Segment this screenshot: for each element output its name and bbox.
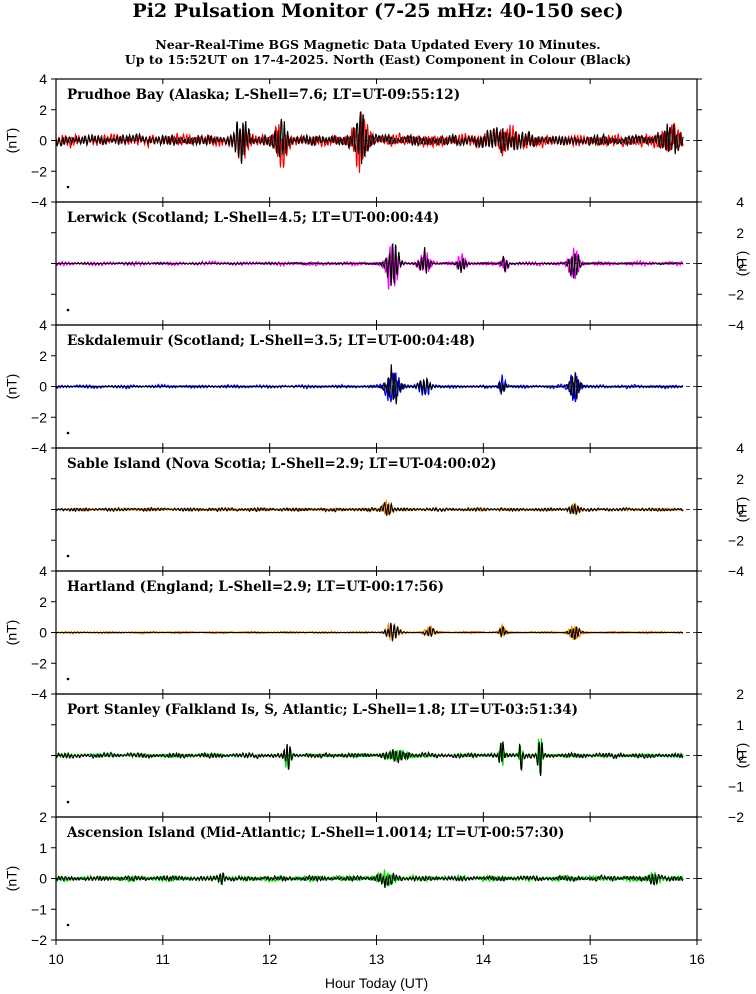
x-axis-label: Hour Today (UT) (325, 975, 428, 991)
y-tick-label: 4 (39, 317, 47, 333)
y-axis-label: (nT) (734, 743, 750, 769)
y-tick-label: −2 (728, 809, 744, 825)
panel-1: −4 −2 0 2 4 (nT) Lerwick (Scotland; L-Shell=4.… (51, 194, 750, 333)
x-tick-label: 16 (689, 951, 705, 967)
y-tick-label: −4 (31, 440, 47, 456)
x-tick-label: 15 (582, 951, 598, 967)
x-tick-label: 12 (262, 951, 278, 967)
y-tick-label: −1 (31, 901, 47, 917)
y-tick-label: 2 (39, 594, 47, 610)
station-label: Lerwick (Scotland; L-Shell=4.5; LT=UT-00… (67, 210, 439, 226)
marker-dot (66, 185, 70, 189)
chart-title: Pi2 Pulsation Monitor (7-25 mHz: 40-150 … (132, 0, 624, 22)
panel-4: −4 −2 0 2 4 (nT) Hartland (England; L-Shell=2.… (4, 563, 702, 702)
marker-dot (66, 800, 70, 804)
y-tick-label: 2 (39, 809, 47, 825)
y-tick-label: −2 (31, 932, 47, 948)
y-axis-label: (nT) (734, 497, 750, 523)
panel-2: −4 −2 0 2 4 (nT) Eskdalemuir (Scotland; L-Shel… (4, 317, 702, 456)
marker-dot (66, 923, 70, 927)
y-tick-label: 2 (39, 348, 47, 364)
y-tick-label: −2 (31, 163, 47, 179)
panel-3: −4 −2 0 2 4 (nT) Sable Island (Nova Scotia; L-… (51, 440, 750, 579)
y-tick-label: 0 (39, 625, 47, 641)
y-tick-label: −1 (728, 778, 744, 794)
y-tick-label: −2 (728, 286, 744, 302)
y-tick-label: −2 (31, 409, 47, 425)
y-tick-label: 0 (39, 379, 47, 395)
north-trace (55, 243, 684, 291)
east-trace (55, 872, 684, 889)
station-label: Prudhoe Bay (Alaska; L-Shell=7.6; LT=UT-… (67, 87, 460, 103)
east-trace (55, 111, 684, 165)
east-trace (55, 741, 684, 777)
panel-5: −2 −1 0 1 2 (nT) Port Stanley (Falkland Is, S,… (51, 686, 750, 825)
station-label: Hartland (England; L-Shell=2.9; LT=UT-00… (67, 579, 444, 595)
y-axis-label: (nT) (4, 374, 20, 400)
panel-0: −4 −2 0 2 4 (nT) Prudhoe Bay (Alaska; L-Shell=… (4, 71, 702, 210)
east-trace (55, 243, 684, 287)
subtitle-line-1: Near-Real-Time BGS Magnetic Data Updated… (155, 37, 601, 52)
station-label: Eskdalemuir (Scotland; L-Shell=3.5; LT=U… (67, 333, 475, 349)
east-trace (55, 622, 684, 641)
y-tick-label: −4 (728, 317, 744, 333)
marker-dot (66, 308, 70, 312)
y-axis-label: (nT) (4, 866, 20, 892)
north-trace (55, 498, 684, 516)
panel-6: −2 −1 0 1 2 (nT) Ascension Island (Mid-Atlanti… (4, 809, 702, 948)
y-tick-label: 4 (736, 440, 744, 456)
y-axis-label: (nT) (4, 128, 20, 154)
marker-dot (66, 677, 70, 681)
y-tick-label: 2 (736, 225, 744, 241)
y-tick-label: −4 (31, 194, 47, 210)
y-tick-label: 1 (39, 840, 47, 856)
y-tick-label: −2 (31, 655, 47, 671)
marker-dot (66, 554, 70, 558)
y-tick-label: 0 (736, 256, 744, 272)
y-tick-label: −2 (728, 532, 744, 548)
station-label: Ascension Island (Mid-Atlantic; L-Shell=… (66, 825, 564, 841)
station-label: Port Stanley (Falkland Is, S, Atlantic; … (67, 702, 578, 718)
x-tick-label: 11 (156, 951, 171, 967)
chart-subtitle: Near-Real-Time BGS Magnetic Data Updated… (0, 37, 756, 67)
y-tick-label: 2 (39, 102, 47, 118)
station-label: Sable Island (Nova Scotia; L-Shell=2.9; … (67, 456, 497, 472)
y-tick-label: 4 (39, 71, 47, 87)
east-trace (55, 501, 684, 517)
y-tick-label: 4 (736, 194, 744, 210)
x-tick-label: 14 (476, 951, 492, 967)
x-tick-label: 13 (369, 951, 385, 967)
y-tick-label: −4 (31, 686, 47, 702)
y-tick-label: 0 (39, 871, 47, 887)
y-tick-label: 2 (736, 686, 744, 702)
y-tick-label: 0 (736, 748, 744, 764)
y-tick-label: −4 (728, 563, 744, 579)
north-trace (55, 371, 684, 403)
y-tick-label: 0 (39, 133, 47, 149)
north-trace (55, 738, 684, 774)
x-tick-label: 10 (48, 951, 64, 967)
marker-dot (66, 431, 70, 435)
subtitle-line-2: Up to 15:52UT on 17-4-2025. North (East)… (124, 52, 632, 67)
y-tick-label: 0 (736, 502, 744, 518)
east-trace (55, 364, 684, 405)
y-tick-label: 2 (736, 471, 744, 487)
y-tick-label: 4 (39, 563, 47, 579)
y-axis-label: (nT) (734, 251, 750, 277)
y-axis-label: (nT) (4, 620, 20, 646)
y-tick-label: 1 (736, 717, 744, 733)
